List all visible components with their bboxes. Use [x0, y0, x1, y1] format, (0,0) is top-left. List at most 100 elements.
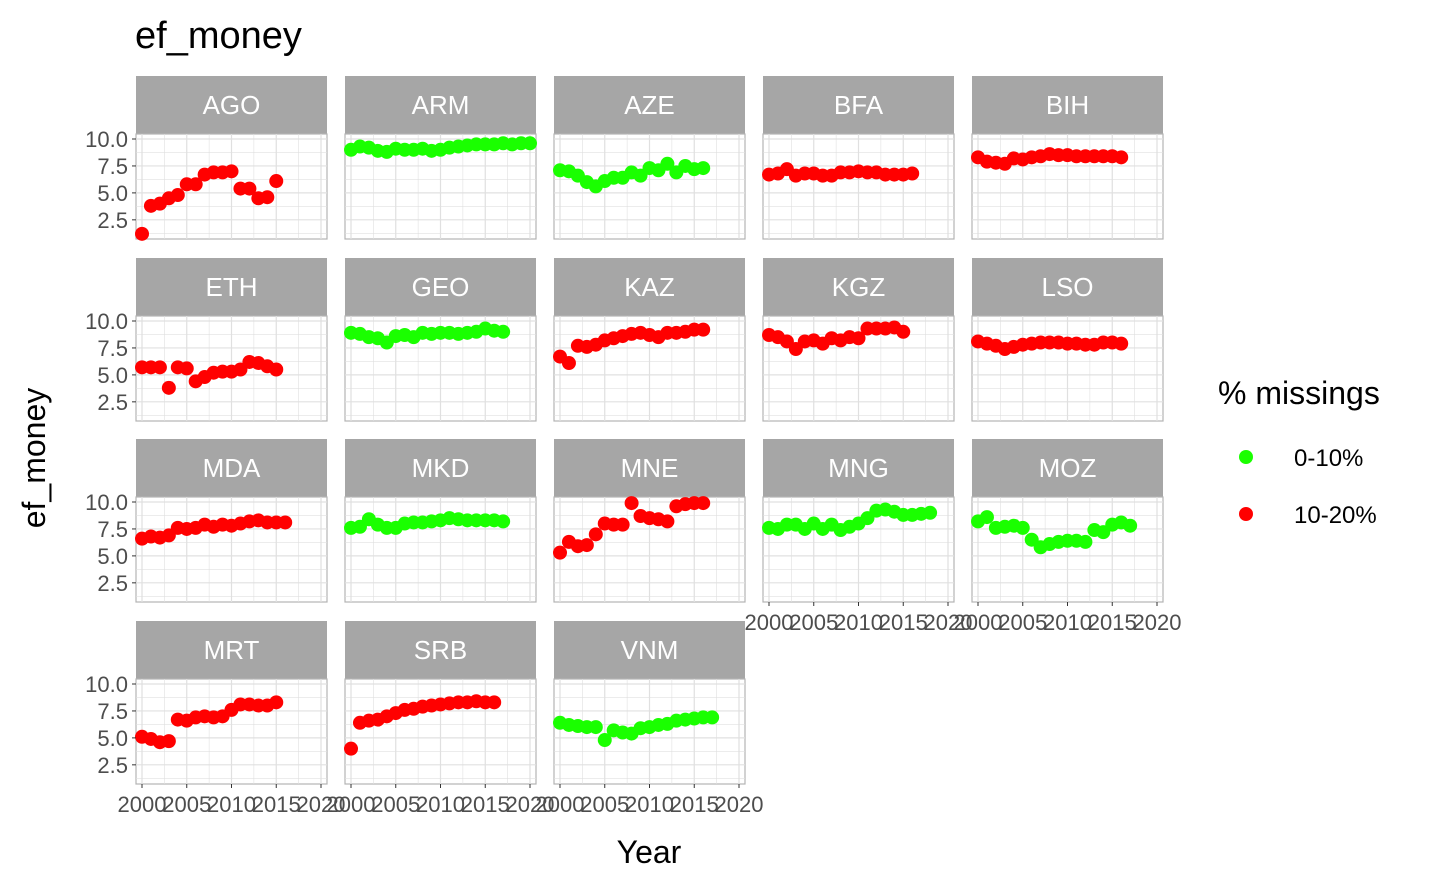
point-moz-2005	[1015, 520, 1030, 535]
strip-arm	[345, 76, 536, 134]
strip-eth	[136, 258, 327, 316]
strip-mne	[554, 439, 745, 497]
x-tick-label: 2010	[834, 610, 883, 635]
panel-lso: LSO	[971, 258, 1164, 422]
panel-bih: BIH	[971, 76, 1164, 240]
panel-bfa: BFA	[762, 76, 955, 240]
plot-area-kgz	[762, 315, 955, 422]
point-eth-2002	[152, 360, 167, 375]
y-tick-label: 5.0	[97, 181, 128, 206]
panel-eth: ETH 2.55.07.510.0	[85, 258, 328, 422]
strip-label-lso: LSO	[1041, 272, 1093, 302]
point-ago-2014	[260, 190, 275, 205]
point-mrt-2003	[161, 734, 176, 749]
strip-label-mda: MDA	[203, 453, 261, 483]
strip-label-srb: SRB	[414, 635, 467, 665]
plot-area-mda	[135, 496, 328, 603]
strip-label-moz: MOZ	[1039, 453, 1097, 483]
y-tick-label: 7.5	[97, 336, 128, 361]
x-tick-label: 2010	[625, 792, 674, 817]
strip-moz	[972, 439, 1163, 497]
strip-label-mkd: MKD	[412, 453, 470, 483]
strip-lso	[972, 258, 1163, 316]
strip-bih	[972, 76, 1163, 134]
strip-label-bih: BIH	[1046, 90, 1089, 120]
x-tick-label: 2010	[1043, 610, 1092, 635]
y-tick-label: 2.5	[97, 571, 128, 596]
point-mne-2007	[615, 517, 630, 532]
legend-label-0-10: 0-10%	[1294, 445, 1363, 472]
plot-area-srb	[344, 678, 537, 785]
point-srb-2016	[487, 695, 502, 710]
panel-arm: ARM	[344, 76, 537, 240]
point-ago-2004	[170, 188, 185, 203]
strip-mkd	[345, 439, 536, 497]
point-mng-2018	[923, 505, 938, 520]
gridlines	[554, 679, 745, 784]
strip-geo	[345, 258, 536, 316]
strip-aze	[554, 76, 745, 134]
strip-kgz	[763, 258, 954, 316]
strip-label-mrt: MRT	[204, 635, 260, 665]
plot-area-aze	[553, 133, 746, 240]
point-mda-2016	[278, 515, 293, 530]
strip-label-mne: MNE	[621, 453, 679, 483]
point-mkd-2017	[496, 514, 511, 529]
x-tick-label: 2015	[1088, 610, 1137, 635]
panel-kaz: KAZ	[553, 258, 746, 422]
panel-mne: MNE	[553, 439, 746, 603]
point-ago-2000	[135, 226, 149, 241]
strip-label-eth: ETH	[206, 272, 258, 302]
y-tick-label: 5.0	[97, 726, 128, 751]
point-moz-2012	[1078, 534, 1093, 549]
gridlines	[136, 134, 327, 239]
legend-title: % missings	[1218, 375, 1380, 411]
y-tick-label: 10.0	[85, 490, 128, 515]
plot-area-moz	[971, 496, 1164, 603]
point-vnm-2005	[597, 733, 612, 748]
strip-vnm	[554, 621, 745, 679]
strip-label-kaz: KAZ	[624, 272, 675, 302]
plot-area-eth	[135, 315, 328, 422]
gridlines	[345, 679, 536, 784]
point-kaz-2001	[561, 356, 576, 371]
plot-area-bfa	[762, 133, 955, 240]
panel-kgz: KGZ	[762, 258, 955, 422]
strip-label-vnm: VNM	[621, 635, 679, 665]
x-tick-label: 2005	[789, 610, 838, 635]
x-tick-label: 2020	[1133, 610, 1182, 635]
strip-mda	[136, 439, 327, 497]
strip-kaz	[554, 258, 745, 316]
gridlines	[972, 497, 1163, 602]
point-mne-2003	[579, 538, 594, 553]
point-eth-2015	[269, 362, 284, 377]
panel-mkd: MKD	[344, 439, 537, 603]
gridlines	[136, 679, 327, 784]
point-aze-2012	[660, 156, 675, 171]
chart-title: ef_money	[135, 15, 302, 57]
plot-area-lso	[971, 315, 1164, 422]
strip-label-geo: GEO	[412, 272, 470, 302]
x-tick-label: 2020	[715, 792, 764, 817]
y-tick-label: 2.5	[97, 390, 128, 415]
plot-area-mrt	[135, 678, 328, 785]
y-tick-label: 5.0	[97, 544, 128, 569]
panel-mda: MDA 2.55.07.510.0	[85, 439, 328, 603]
x-tick-label: 2010	[207, 792, 256, 817]
gridlines	[345, 497, 536, 602]
strip-label-arm: ARM	[412, 90, 470, 120]
y-axis-title: ef_money	[16, 388, 52, 529]
x-tick-label: 2005	[371, 792, 420, 817]
y-tick-label: 7.5	[97, 517, 128, 542]
y-tick-label: 5.0	[97, 363, 128, 388]
y-tick-label: 10.0	[85, 672, 128, 697]
legend-key-10-20	[1239, 507, 1253, 521]
x-tick-label: 2000	[327, 792, 376, 817]
x-tick-label: 2020	[924, 610, 973, 635]
plot-area-ago	[135, 133, 328, 241]
